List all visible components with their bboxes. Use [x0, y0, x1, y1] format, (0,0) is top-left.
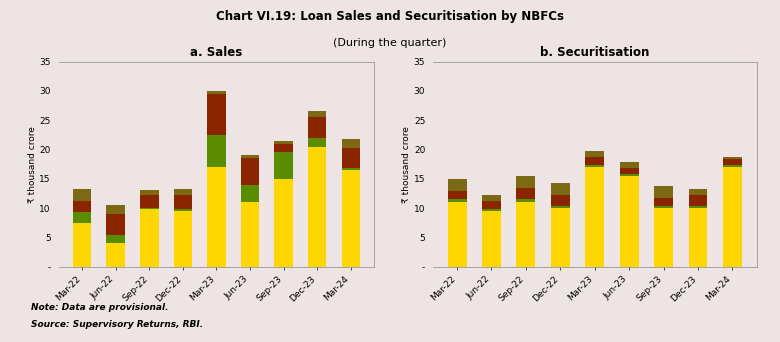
Bar — [308, 117, 327, 138]
Bar — [241, 155, 259, 158]
Bar — [275, 179, 292, 267]
Bar — [448, 202, 466, 267]
Bar — [723, 157, 742, 159]
Bar — [551, 208, 570, 267]
Bar — [619, 162, 639, 168]
Bar — [482, 200, 501, 209]
Bar — [619, 168, 639, 174]
Bar — [654, 206, 673, 208]
Bar — [585, 167, 604, 267]
Y-axis label: ₹ thousand crore: ₹ thousand crore — [27, 126, 37, 202]
Bar — [723, 165, 742, 167]
Bar — [689, 195, 707, 206]
Bar — [654, 186, 673, 198]
Bar — [723, 159, 742, 165]
Bar — [207, 167, 225, 267]
Bar — [585, 151, 604, 157]
Bar — [448, 190, 466, 199]
Bar — [619, 174, 639, 176]
Bar — [174, 195, 192, 209]
Bar — [275, 153, 292, 179]
Bar — [275, 141, 292, 144]
Bar — [275, 144, 292, 153]
Bar — [342, 170, 360, 267]
Bar — [689, 189, 707, 195]
Bar — [516, 202, 535, 267]
Text: Note: Data are provisional.: Note: Data are provisional. — [31, 303, 168, 312]
Bar — [308, 138, 327, 147]
Bar — [516, 199, 535, 202]
Bar — [207, 135, 225, 167]
Bar — [585, 165, 604, 167]
Bar — [207, 91, 225, 94]
Bar — [482, 209, 501, 211]
Bar — [654, 198, 673, 206]
Text: Chart VI.19: Loan Sales and Securitisation by NBFCs: Chart VI.19: Loan Sales and Securitisati… — [216, 10, 564, 23]
Bar — [241, 202, 259, 267]
Bar — [73, 189, 91, 200]
Bar — [241, 185, 259, 202]
Text: Source: Supervisory Returns, RBI.: Source: Supervisory Returns, RBI. — [31, 320, 204, 329]
Bar — [174, 211, 192, 267]
Bar — [482, 195, 501, 200]
Bar — [106, 214, 125, 235]
Bar — [619, 176, 639, 267]
Bar — [448, 199, 466, 202]
Bar — [140, 190, 158, 195]
Bar — [106, 235, 125, 243]
Bar — [516, 176, 535, 188]
Bar — [241, 158, 259, 185]
Bar — [140, 209, 158, 267]
Bar — [723, 167, 742, 267]
Bar — [585, 157, 604, 165]
Bar — [551, 195, 570, 206]
Bar — [551, 206, 570, 208]
Bar — [174, 189, 192, 195]
Bar — [73, 200, 91, 212]
Title: a. Sales: a. Sales — [190, 46, 243, 59]
Bar — [689, 206, 707, 208]
Bar — [551, 183, 570, 195]
Bar — [308, 111, 327, 117]
Bar — [140, 195, 158, 208]
Bar — [207, 94, 225, 135]
Bar — [342, 139, 360, 148]
Bar — [106, 205, 125, 214]
Text: (During the quarter): (During the quarter) — [333, 38, 447, 48]
Bar — [308, 147, 327, 267]
Bar — [73, 223, 91, 267]
Bar — [448, 179, 466, 190]
Bar — [73, 212, 91, 223]
Bar — [482, 211, 501, 267]
Bar — [654, 208, 673, 267]
Bar — [342, 148, 360, 168]
Bar — [516, 188, 535, 199]
Bar — [106, 243, 125, 267]
Bar — [140, 208, 158, 209]
Bar — [689, 208, 707, 267]
Y-axis label: ₹ thousand crore: ₹ thousand crore — [402, 126, 411, 202]
Bar — [342, 168, 360, 170]
Bar — [174, 209, 192, 211]
Title: b. Securitisation: b. Securitisation — [540, 46, 650, 59]
